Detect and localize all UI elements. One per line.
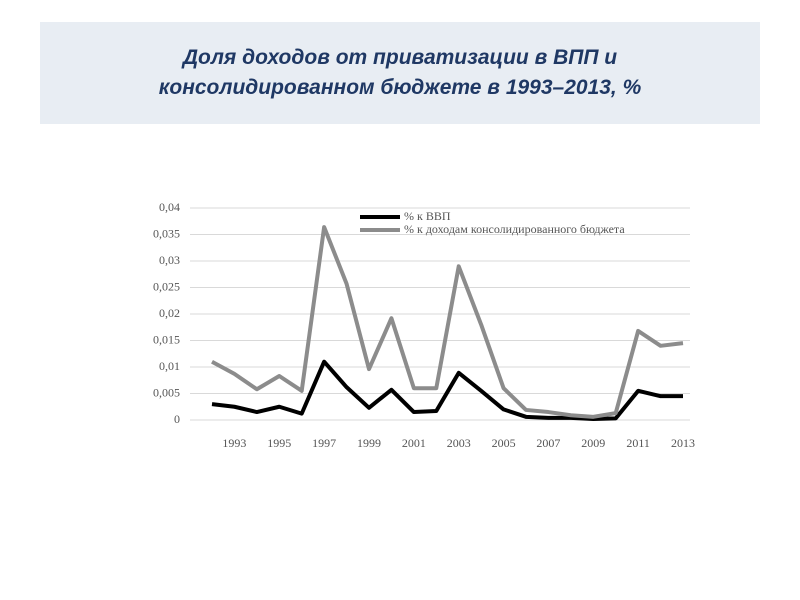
series-line xyxy=(211,359,683,421)
x-tick-label: 2001 xyxy=(402,436,426,450)
title-banner: Доля доходов от приватизации в ВПП и кон… xyxy=(40,22,760,124)
x-tick-label: 2005 xyxy=(492,436,516,450)
y-tick-label: 0,035 xyxy=(153,226,180,240)
x-tick-label: 2011 xyxy=(626,436,650,450)
x-tick-label: 2009 xyxy=(581,436,605,450)
y-tick-label: 0 xyxy=(174,412,180,426)
y-tick-label: 0,04 xyxy=(159,200,180,214)
x-tick-label: 2013 xyxy=(671,436,695,450)
y-tick-label: 0,03 xyxy=(159,253,180,267)
slide-title: Доля доходов от приватизации в ВПП и кон… xyxy=(158,46,642,99)
x-tick-label: 1999 xyxy=(357,436,381,450)
x-tick-label: 2003 xyxy=(447,436,471,450)
y-tick-label: 0,025 xyxy=(153,279,180,293)
series-line xyxy=(211,225,684,419)
x-tick-label: 1997 xyxy=(312,436,336,450)
legend-label: % к ВВП xyxy=(404,209,451,223)
x-tick-label: 1993 xyxy=(222,436,246,450)
y-tick-label: 0,015 xyxy=(153,332,180,346)
y-tick-label: 0,005 xyxy=(153,385,180,399)
legend-label: % к доходам консолидированного бюджета xyxy=(404,222,625,236)
x-tick-label: 1995 xyxy=(267,436,291,450)
y-tick-label: 0,02 xyxy=(159,306,180,320)
y-tick-label: 0,01 xyxy=(159,359,180,373)
x-tick-label: 2007 xyxy=(536,436,560,450)
